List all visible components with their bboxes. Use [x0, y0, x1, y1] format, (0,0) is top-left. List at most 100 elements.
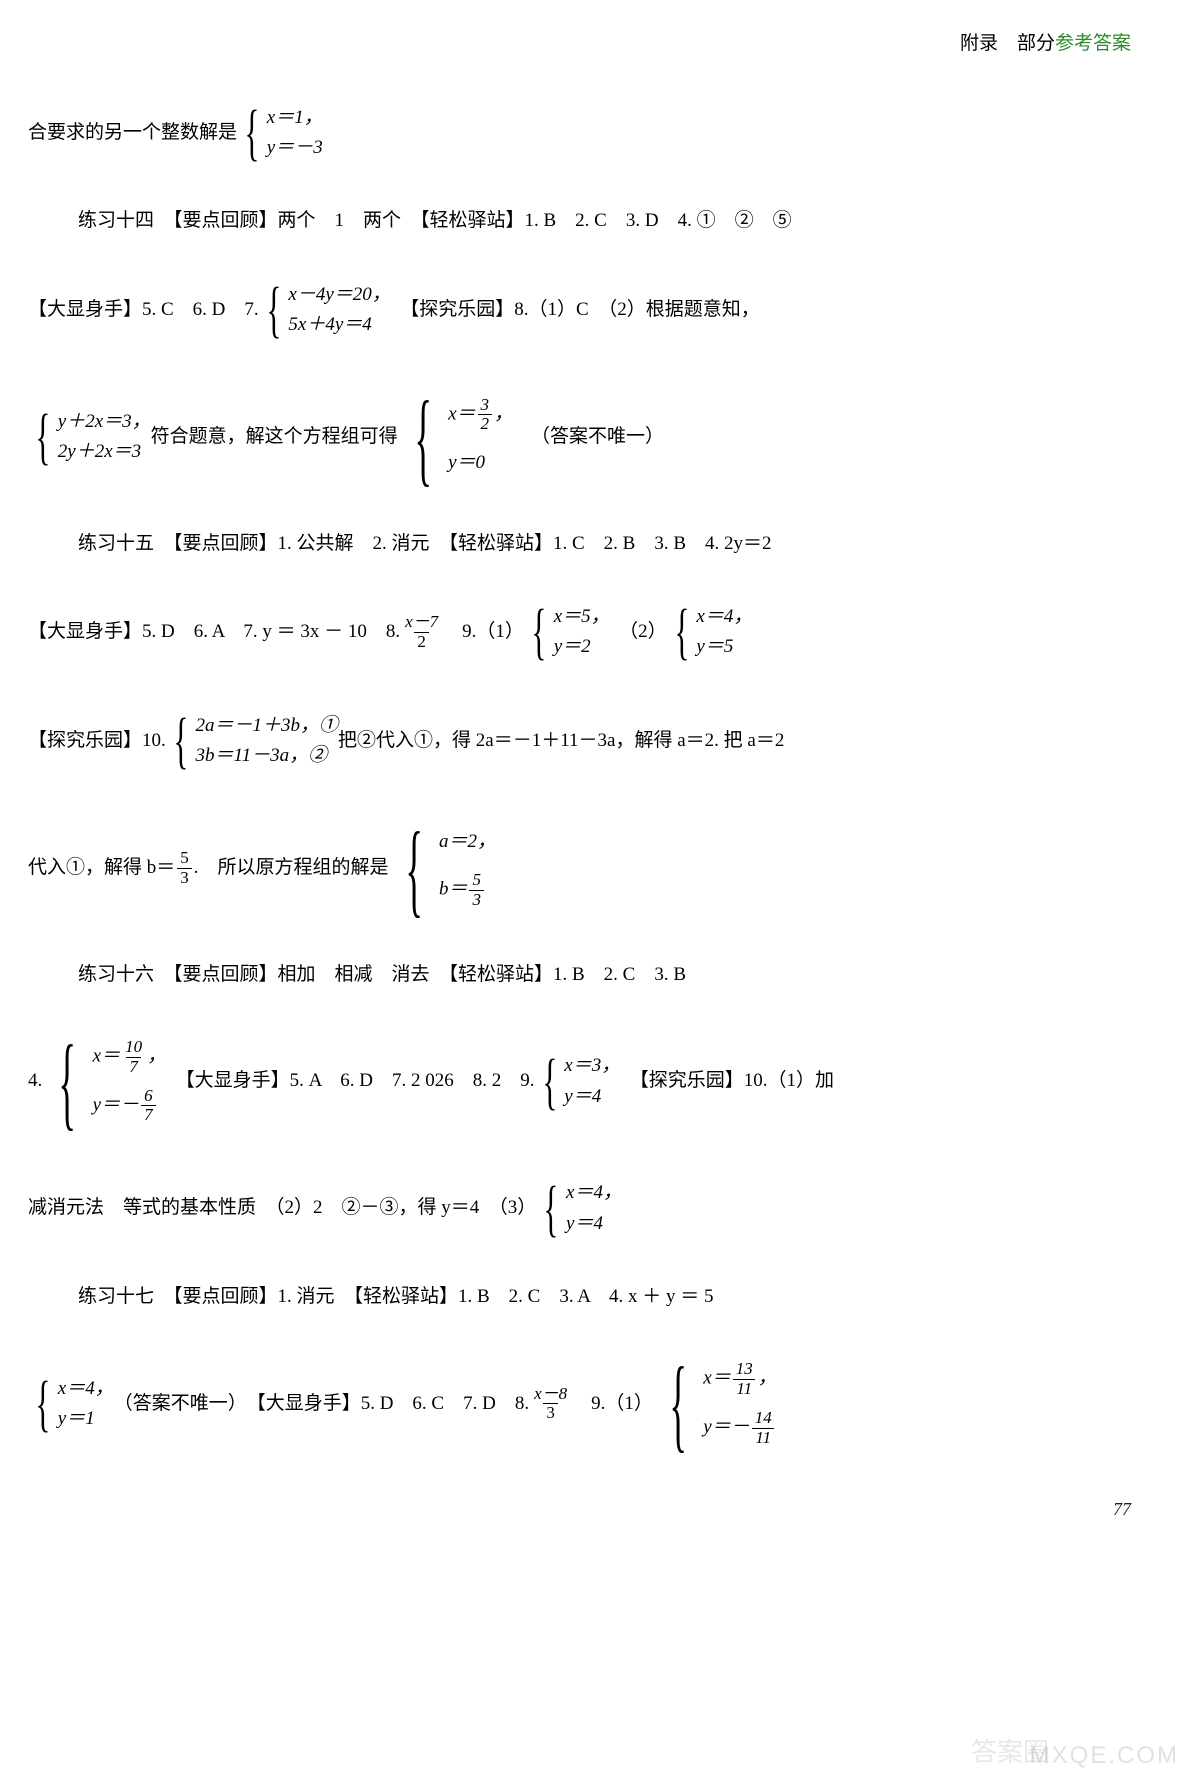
l13-sys2: { x＝1311， y＝－1411: [653, 1351, 777, 1456]
l11-sys-r1: x＝4，: [566, 1178, 622, 1208]
l7-sys-r1: 2a＝－1＋3b，①: [196, 711, 339, 741]
l1-sys-r2: y＝－3: [267, 133, 323, 163]
line-12: 练习十七 【要点回顾】1. 消元 【轻松驿站】1. B 2. C 3. A 4.…: [28, 1283, 1171, 1312]
l10-sys1: { x＝107， y＝－67: [42, 1029, 166, 1134]
watermark-cn: 答案圈: [971, 1733, 1049, 1772]
header-prefix: 附录 部分: [960, 33, 1055, 54]
brace-icon: {: [531, 601, 546, 663]
l3-sys-r1: x－4y＝20，: [288, 280, 390, 310]
l4-mid: 符合题意，解这个方程组可得: [151, 423, 398, 452]
l3-sys: { x－4y＝20， 5x＋4y＝4: [259, 276, 391, 345]
l4-post: （答案不唯一）: [531, 423, 664, 452]
brace-icon: {: [35, 1373, 50, 1435]
l6-sys1-r2: y＝2: [554, 632, 610, 662]
frac: 107: [122, 1038, 145, 1076]
l13-sys2-r1: x＝1311，: [703, 1360, 776, 1398]
l7-pre: 【探究乐园】10.: [28, 727, 166, 756]
l7-post: 把②代入①，得 2a＝－1＋11－3a，解得 a＝2. 把 a＝2: [338, 727, 784, 756]
l6-pre: 【大显身手】5. D 6. A 7. y ＝ 3x － 10 8.: [28, 618, 400, 647]
l11-sys-r2: y＝4: [566, 1209, 622, 1239]
l8-pre1: 代入①，解得 b＝: [28, 854, 175, 883]
header-green: 参考答案: [1055, 33, 1131, 54]
l6-sys2-r1: x＝4，: [696, 602, 752, 632]
line-5: 练习十五 【要点回顾】1. 公共解 2. 消元 【轻松驿站】1. C 2. B …: [28, 530, 1171, 559]
l7-sys: { 2a＝－1＋3b，① 3b＝11－3a，②: [166, 707, 338, 776]
l6-sys2: { x＝4， y＝5: [667, 598, 753, 667]
l4-sys1: { y＋2x＝3， 2y＋2x＝3: [28, 403, 151, 472]
l10-mid: 【大显身手】5. A 6. D 7. 2 026 8. 2 9.: [166, 1067, 534, 1096]
l13-sys1-r1: x＝4，: [58, 1374, 114, 1404]
l13-sys2-r2: y＝－1411: [703, 1409, 776, 1447]
frac: 32: [478, 396, 493, 434]
line-2: 练习十四 【要点回顾】两个 1 两个 【轻松驿站】1. B 2. C 3. D …: [28, 207, 1171, 236]
l8-sys-r2: b＝53: [439, 871, 496, 909]
line-8: 代入①，解得 b＝ 53 . 所以原方程组的解是 { a＝2， b＝53: [28, 816, 1171, 921]
l2-text: 练习十四 【要点回顾】两个 1 两个 【轻松驿站】1. B 2. C 3. D …: [78, 207, 792, 236]
brace-icon: {: [544, 1178, 559, 1240]
brace-icon: {: [266, 279, 281, 341]
l10-sys2-r2: y＝4: [564, 1082, 620, 1112]
l4-sys2-r2: y＝0: [448, 448, 513, 478]
l13-frac: x－83: [531, 1385, 570, 1423]
l13-mid1: （答案不唯一） 【大显身手】5. D 6. C 7. D 8.: [114, 1390, 529, 1419]
l3-post: 【探究乐园】8.（1）C （2）根据题意知，: [391, 296, 760, 325]
l13-sys1: { x＝4， y＝1: [28, 1370, 114, 1439]
line-9: 练习十六 【要点回顾】相加 相减 消去 【轻松驿站】1. B 2. C 3. B: [28, 961, 1171, 990]
line-11: 减消元法 等式的基本性质 （2）2 ②－③，得 y＝4 （3） { x＝4， y…: [28, 1174, 1171, 1243]
brace-icon: {: [669, 1351, 687, 1456]
frac: 67: [141, 1087, 156, 1125]
l10-sys2-r1: x＝3，: [564, 1051, 620, 1081]
page-header: 附录 部分参考答案: [28, 30, 1171, 59]
l8-sys-r1: a＝2，: [439, 827, 496, 857]
frac: 53: [469, 871, 484, 909]
l4-sys1-r1: y＋2x＝3，: [58, 407, 151, 437]
l12-text: 练习十七 【要点回顾】1. 消元 【轻松驿站】1. B 2. C 3. A 4.…: [78, 1283, 713, 1312]
l4-sys1-r2: 2y＋2x＝3: [58, 437, 151, 467]
l1-sys: { x＝1， y＝－3: [237, 99, 323, 168]
l8-frac1: 53: [177, 849, 192, 887]
page-number: 77: [28, 1496, 1171, 1523]
line-1: 合要求的另一个整数解是 { x＝1， y＝－3: [28, 99, 1171, 168]
frac: 1411: [752, 1409, 775, 1447]
l10-sys2: { x＝3， y＝4: [535, 1047, 621, 1116]
l13-sys1-r2: y＝1: [58, 1404, 114, 1434]
l4-sys2: { x＝32， y＝0: [398, 385, 513, 490]
l8-sys: { a＝2， b＝53: [389, 816, 496, 921]
brace-icon: {: [244, 102, 259, 164]
l11-sys: { x＝4， y＝4: [536, 1174, 622, 1243]
l8-pre2: . 所以原方程组的解是: [194, 854, 389, 883]
brace-icon: {: [405, 816, 423, 921]
l10-sys1-r1: x＝107，: [93, 1038, 166, 1076]
line-10: 4. { x＝107， y＝－67 【大显身手】5. A 6. D 7. 2 0…: [28, 1029, 1171, 1134]
line-3: 【大显身手】5. C 6. D 7. { x－4y＝20， 5x＋4y＝4 【探…: [28, 276, 1171, 345]
l13-mid2: 9.（1）: [572, 1390, 653, 1419]
l11-pre: 减消元法 等式的基本性质 （2）2 ②－③，得 y＝4 （3）: [28, 1194, 536, 1223]
l6-mid: 9.（1）: [443, 618, 524, 647]
l3-sys-r2: 5x＋4y＝4: [288, 310, 390, 340]
brace-icon: {: [414, 385, 432, 490]
frac: 1311: [733, 1360, 756, 1398]
brace-icon: {: [542, 1051, 557, 1113]
l10-sys1-r2: y＝－67: [93, 1087, 166, 1125]
l6-sys2-r2: y＝5: [696, 632, 752, 662]
l7-sys-r2: 3b＝11－3a，②: [196, 741, 339, 771]
l6-sys1-r1: x＝5，: [554, 602, 610, 632]
brace-icon: {: [35, 406, 50, 468]
l5-text: 练习十五 【要点回顾】1. 公共解 2. 消元 【轻松驿站】1. C 2. B …: [78, 530, 772, 559]
l10-post: 【探究乐园】10.（1）加: [620, 1067, 834, 1096]
brace-icon: {: [173, 710, 188, 772]
line-6: 【大显身手】5. D 6. A 7. y ＝ 3x － 10 8. x－72 9…: [28, 598, 1171, 667]
l1-sys-r1: x＝1，: [267, 103, 323, 133]
brace-icon: {: [674, 601, 689, 663]
l6-mid2: （2）: [610, 618, 667, 647]
l3-pre: 【大显身手】5. C 6. D 7.: [28, 296, 259, 325]
l6-sys1: { x＝5， y＝2: [524, 598, 610, 667]
brace-icon: {: [59, 1029, 77, 1134]
l4-sys2-r1: x＝32，: [448, 396, 513, 434]
line-4: { y＋2x＝3， 2y＋2x＝3 符合题意，解这个方程组可得 { x＝32， …: [28, 385, 1171, 490]
line-13: { x＝4， y＝1 （答案不唯一） 【大显身手】5. D 6. C 7. D …: [28, 1351, 1171, 1456]
line-7: 【探究乐园】10. { 2a＝－1＋3b，① 3b＝11－3a，② 把②代入①，…: [28, 707, 1171, 776]
l1-pre: 合要求的另一个整数解是: [28, 119, 237, 148]
l6-frac: x－72: [402, 613, 441, 651]
l9-text: 练习十六 【要点回顾】相加 相减 消去 【轻松驿站】1. B 2. C 3. B: [78, 961, 686, 990]
